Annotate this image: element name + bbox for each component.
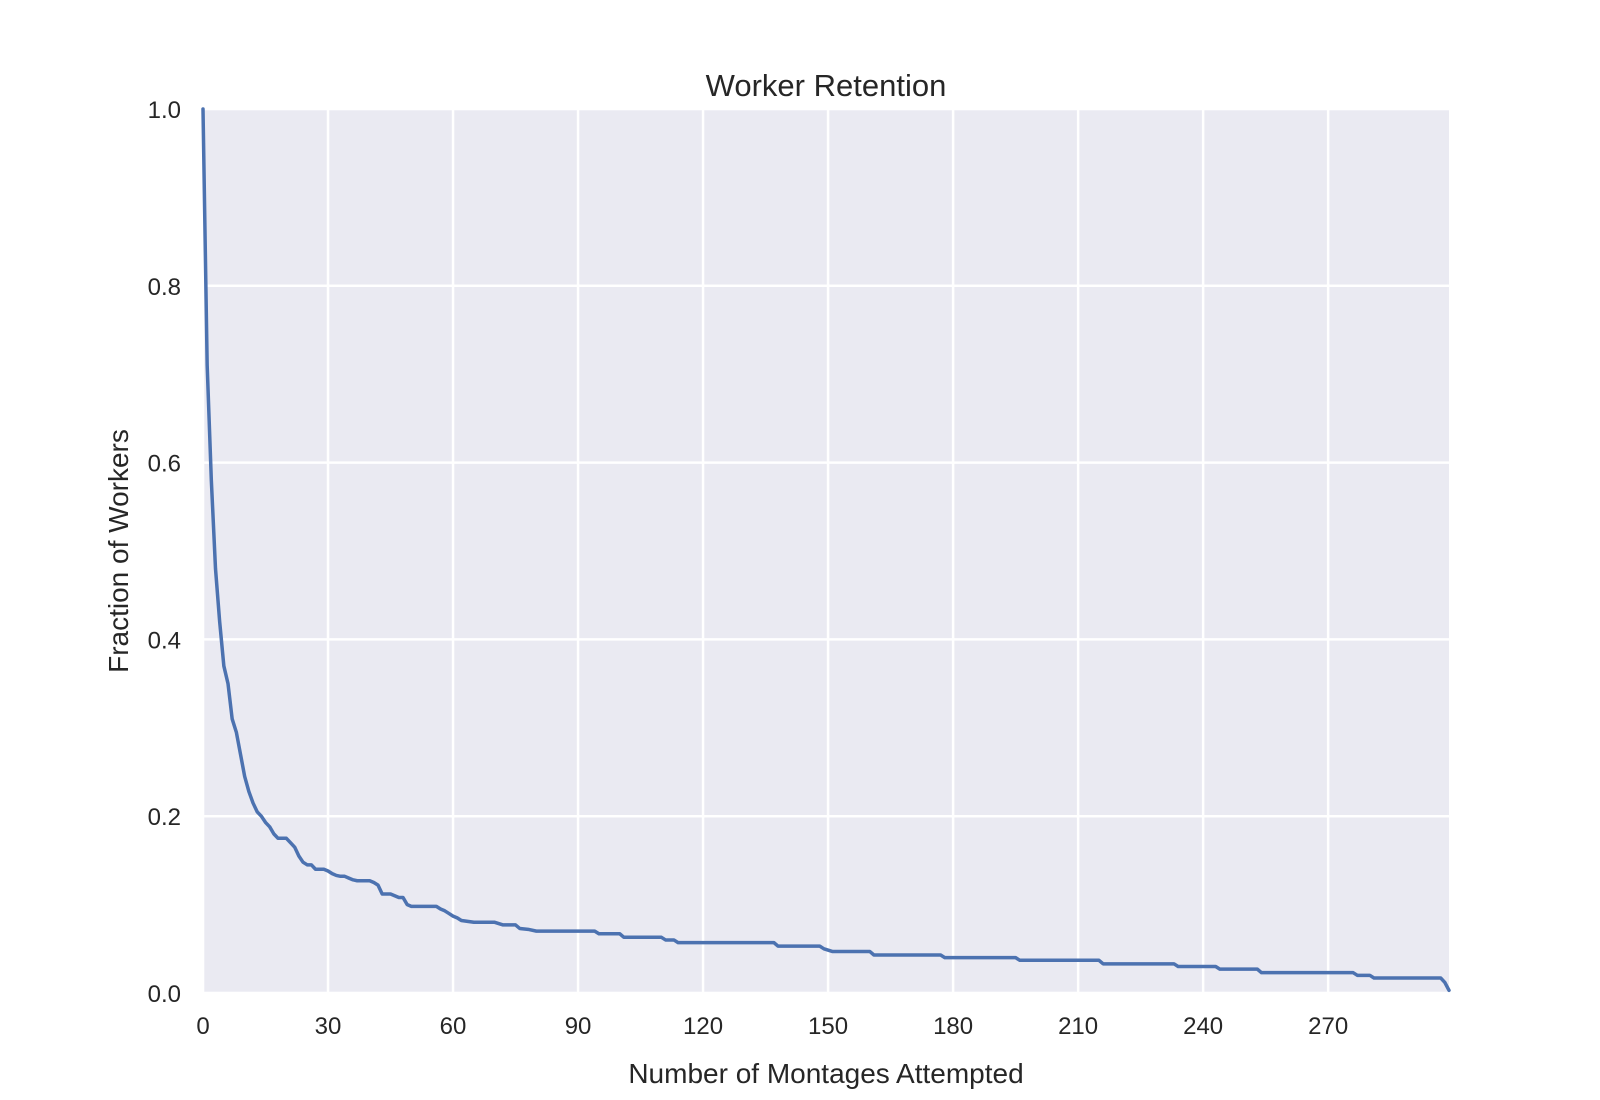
plot-background xyxy=(203,109,1449,993)
x-tick-label: 270 xyxy=(1308,1013,1348,1040)
x-tick-label: 30 xyxy=(315,1013,342,1040)
y-tick-label: 0.0 xyxy=(148,981,181,1008)
y-tick-label: 0.4 xyxy=(148,627,181,654)
y-axis-label: Fraction of Workers xyxy=(103,429,134,673)
y-tick-label: 0.2 xyxy=(148,804,181,831)
y-tick-labels: 0.0 0.2 0.4 0.6 0.8 1.0 xyxy=(148,97,181,1008)
x-tick-label: 90 xyxy=(565,1013,592,1040)
x-tick-label: 240 xyxy=(1183,1013,1223,1040)
y-tick-label: 0.6 xyxy=(148,451,181,478)
grid-lines xyxy=(201,107,1449,995)
x-tick-label: 120 xyxy=(683,1013,723,1040)
x-tick-label: 180 xyxy=(933,1013,973,1040)
y-tick-label: 1.0 xyxy=(148,97,181,124)
x-tick-label: 150 xyxy=(808,1013,848,1040)
x-tick-label: 0 xyxy=(196,1013,209,1040)
y-tick-label: 0.8 xyxy=(148,274,181,301)
x-axis-label: Number of Montages Attempted xyxy=(628,1058,1023,1089)
x-tick-label: 210 xyxy=(1058,1013,1098,1040)
chart-title: Worker Retention xyxy=(706,68,947,103)
retention-series-line xyxy=(201,107,1451,993)
x-tick-labels: 0 30 60 90 120 150 180 210 240 270 xyxy=(196,1013,1348,1040)
x-tick-label: 60 xyxy=(440,1013,467,1040)
